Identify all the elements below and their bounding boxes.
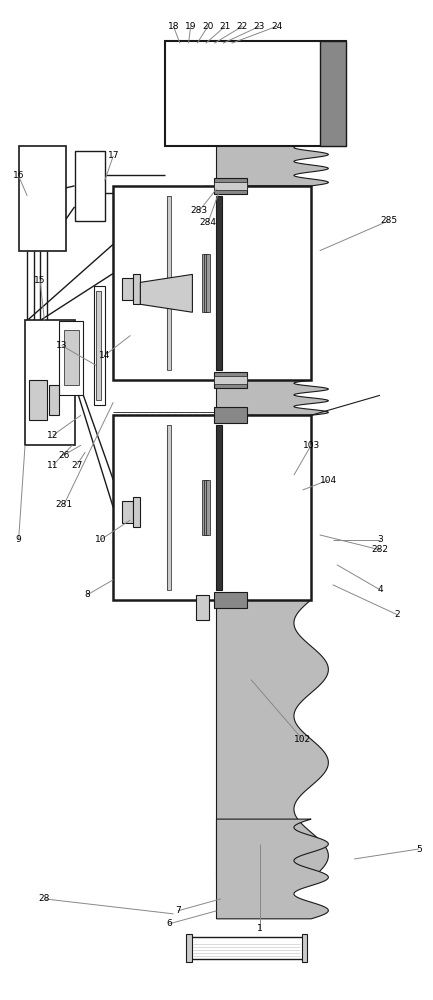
- Bar: [302, 934, 307, 962]
- Text: 1: 1: [257, 924, 262, 933]
- Bar: [214, 592, 247, 608]
- Text: 26: 26: [58, 451, 69, 460]
- Bar: [214, 407, 247, 423]
- Text: 15: 15: [34, 276, 46, 285]
- Text: 283: 283: [191, 206, 208, 215]
- Polygon shape: [222, 196, 310, 370]
- Bar: [214, 182, 247, 190]
- Bar: [216, 196, 222, 370]
- Polygon shape: [216, 380, 328, 415]
- Bar: [214, 178, 247, 194]
- Text: 284: 284: [199, 218, 216, 227]
- Text: 282: 282: [372, 545, 388, 554]
- Text: 4: 4: [377, 585, 383, 594]
- Bar: [64, 330, 79, 385]
- Bar: [214, 372, 247, 388]
- Text: 103: 103: [303, 441, 320, 450]
- Polygon shape: [216, 144, 328, 186]
- Text: 12: 12: [47, 431, 59, 440]
- Polygon shape: [216, 819, 328, 919]
- Bar: [204, 480, 208, 535]
- Bar: [113, 186, 311, 380]
- Text: 28: 28: [39, 894, 50, 903]
- Bar: [25, 320, 74, 445]
- Bar: [132, 497, 140, 527]
- Bar: [167, 425, 171, 590]
- Text: 17: 17: [107, 151, 119, 160]
- Bar: [96, 291, 101, 400]
- Bar: [19, 146, 66, 251]
- Bar: [167, 196, 171, 370]
- Bar: [165, 41, 346, 146]
- Text: 20: 20: [202, 22, 213, 31]
- Text: 16: 16: [13, 171, 24, 180]
- Text: 285: 285: [380, 216, 397, 225]
- Text: 10: 10: [94, 535, 106, 544]
- Bar: [207, 254, 210, 312]
- Bar: [122, 501, 132, 523]
- Polygon shape: [140, 274, 192, 312]
- Bar: [186, 934, 191, 962]
- Text: 9: 9: [16, 535, 22, 544]
- Text: 5: 5: [416, 845, 422, 854]
- Bar: [207, 480, 210, 535]
- Text: 3: 3: [377, 535, 383, 544]
- Text: 7: 7: [175, 906, 181, 915]
- Bar: [214, 376, 247, 384]
- Bar: [216, 425, 222, 590]
- Text: 14: 14: [99, 351, 110, 360]
- Text: 2: 2: [394, 610, 400, 619]
- Bar: [202, 254, 206, 312]
- Bar: [202, 480, 206, 535]
- Bar: [94, 286, 105, 405]
- Bar: [74, 151, 105, 221]
- Text: 6: 6: [166, 919, 172, 928]
- Text: 19: 19: [185, 22, 197, 31]
- Bar: [132, 274, 140, 304]
- Bar: [113, 415, 311, 600]
- Text: 104: 104: [320, 476, 337, 485]
- Text: 22: 22: [237, 22, 248, 31]
- Bar: [122, 278, 132, 300]
- Bar: [204, 254, 208, 312]
- Bar: [320, 41, 346, 146]
- Text: 18: 18: [168, 22, 179, 31]
- Bar: [59, 321, 83, 395]
- Bar: [191, 937, 303, 959]
- Polygon shape: [216, 600, 328, 879]
- Text: 27: 27: [71, 461, 82, 470]
- Text: 21: 21: [220, 22, 231, 31]
- Polygon shape: [222, 425, 310, 590]
- Bar: [49, 385, 59, 415]
- Text: 8: 8: [84, 590, 90, 599]
- Text: 23: 23: [254, 22, 265, 31]
- Text: 11: 11: [47, 461, 59, 470]
- Text: 13: 13: [56, 341, 68, 350]
- Bar: [29, 380, 47, 420]
- Text: 102: 102: [294, 735, 311, 744]
- Bar: [197, 595, 209, 620]
- Text: 24: 24: [271, 22, 282, 31]
- Text: 281: 281: [55, 500, 72, 509]
